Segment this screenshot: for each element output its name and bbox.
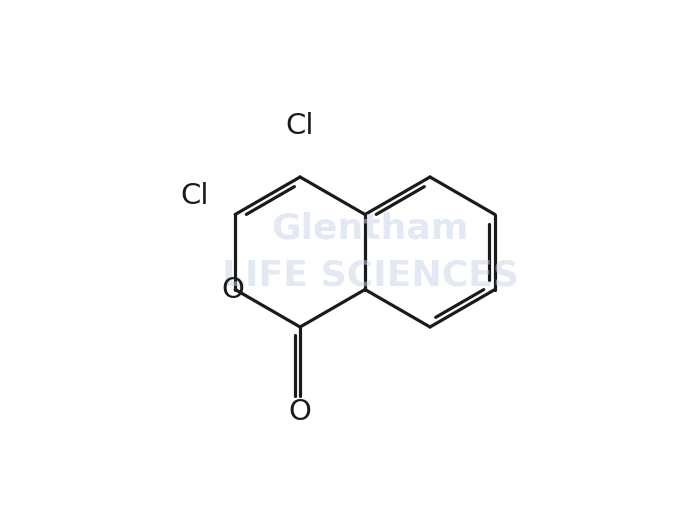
Text: Cl: Cl	[180, 182, 209, 210]
Text: O: O	[222, 276, 244, 304]
Text: Glentham
LIFE SCIENCES: Glentham LIFE SCIENCES	[221, 211, 519, 293]
Text: Cl: Cl	[286, 111, 315, 139]
Text: O: O	[289, 398, 312, 426]
